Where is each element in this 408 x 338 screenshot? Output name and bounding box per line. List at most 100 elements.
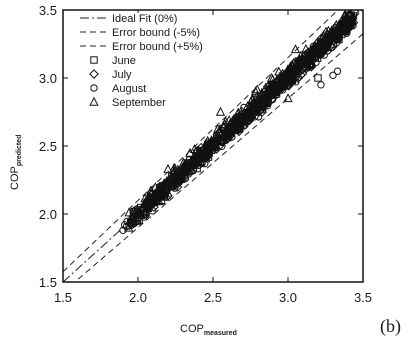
- point-september: [265, 81, 275, 91]
- data-points: [119, 10, 360, 235]
- point-september: [221, 116, 231, 126]
- point-september: [123, 222, 134, 232]
- point-september: [172, 175, 182, 185]
- point-september: [316, 43, 326, 53]
- point-august: [263, 102, 272, 110]
- point-september: [221, 126, 231, 136]
- point-september: [289, 57, 299, 67]
- point-september: [294, 60, 304, 70]
- point-september: [213, 123, 223, 133]
- point-september: [244, 102, 254, 112]
- point-september: [266, 86, 276, 96]
- point-september: [142, 202, 152, 212]
- point-july: [297, 68, 308, 79]
- legend-marker-august: [90, 84, 98, 92]
- point-september: [284, 64, 294, 73]
- point-september: [194, 145, 204, 155]
- x-tick-label: 1.5: [54, 290, 72, 305]
- point-outlier: [290, 44, 301, 54]
- point-september: [175, 171, 185, 181]
- legend-label: Error bound (-5%): [112, 27, 200, 39]
- x-axis-ticks: 1.5 2.0 2.5 3.0 3.5: [54, 10, 372, 305]
- point-outlier: [333, 67, 342, 75]
- point-september: [160, 188, 170, 198]
- point-september: [144, 201, 154, 211]
- point-september: [290, 71, 300, 81]
- point-september: [247, 93, 258, 103]
- point-september: [285, 73, 295, 83]
- point-september: [127, 214, 137, 224]
- point-september: [272, 84, 282, 94]
- point-august: [312, 58, 320, 67]
- legend-marker-july: [89, 69, 99, 79]
- x-tick-label: 2.0: [129, 290, 147, 305]
- point-september: [306, 55, 316, 65]
- point-september: [239, 109, 249, 119]
- point-september: [132, 204, 142, 214]
- y-tick-label: 3.0: [39, 71, 57, 86]
- point-september: [274, 66, 284, 76]
- x-tick-label: 2.5: [204, 290, 222, 305]
- point-september: [145, 193, 156, 202]
- legend-label: September: [112, 97, 166, 109]
- point-september: [308, 48, 319, 58]
- point-outlier: [283, 93, 293, 103]
- y-axis-title: COPpredicted: [9, 135, 23, 190]
- point-september: [246, 109, 257, 119]
- legend-background: [74, 13, 194, 123]
- legend-marker-september: [89, 96, 99, 106]
- point-september: [280, 73, 291, 83]
- panel-label: (b): [380, 316, 401, 337]
- point-august: [251, 113, 259, 121]
- point-september: [275, 80, 286, 90]
- point-outlier: [119, 226, 127, 235]
- point-september: [252, 84, 262, 94]
- point-september: [127, 211, 137, 221]
- point-september: [124, 207, 134, 217]
- point-outlier: [163, 163, 173, 173]
- x-tick-label: 3.0: [279, 290, 297, 305]
- point-september: [144, 193, 155, 203]
- point-september: [177, 167, 188, 177]
- point-september: [255, 94, 265, 104]
- point-outlier: [314, 74, 322, 82]
- point-september: [205, 142, 215, 152]
- point-september: [169, 162, 179, 172]
- point-september: [255, 100, 266, 110]
- point-september: [311, 38, 322, 48]
- point-september: [220, 119, 230, 129]
- point-september: [269, 79, 279, 89]
- y-tick-label: 2.0: [39, 207, 57, 222]
- point-september: [190, 156, 201, 166]
- point-september: [337, 15, 347, 25]
- point-september: [185, 147, 195, 157]
- point-september: [246, 101, 256, 111]
- point-september: [277, 68, 288, 78]
- point-september: [268, 74, 278, 84]
- point-september: [140, 193, 150, 203]
- point-september: [215, 126, 225, 136]
- point-september: [155, 186, 165, 196]
- point-september: [228, 122, 239, 132]
- point-september: [250, 86, 261, 96]
- y-tick-label: 2.5: [39, 139, 57, 154]
- point-september: [237, 111, 247, 121]
- point-september: [154, 196, 164, 205]
- x-axis-title: COPmeasured: [180, 323, 237, 337]
- point-september: [187, 158, 197, 168]
- point-august: [123, 217, 131, 226]
- point-outlier: [329, 71, 337, 79]
- reference-lines: [63, 10, 363, 282]
- legend-label: Ideal Fit (0%): [112, 13, 177, 25]
- point-september: [180, 158, 190, 168]
- point-outlier: [317, 81, 325, 89]
- point-september: [331, 19, 341, 29]
- legend: Ideal Fit (0%) Error bound (-5%) Error bou…: [74, 13, 203, 123]
- point-september: [181, 157, 192, 167]
- point-september: [341, 17, 351, 27]
- y-axis-ticks: 1.5 2.0 2.5 3.0 3.5: [39, 3, 363, 290]
- point-september: [232, 116, 242, 126]
- legend-marker-june: [90, 56, 98, 64]
- point-september: [251, 102, 261, 112]
